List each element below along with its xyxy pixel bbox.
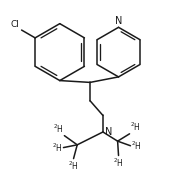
Text: N: N — [105, 127, 113, 137]
Text: $^{2}$H: $^{2}$H — [131, 139, 142, 152]
Text: $^{2}$H: $^{2}$H — [52, 141, 63, 154]
Text: $^{2}$H: $^{2}$H — [53, 123, 63, 135]
Text: Cl: Cl — [11, 20, 20, 29]
Text: $^{2}$H: $^{2}$H — [130, 121, 141, 133]
Text: N: N — [115, 16, 122, 26]
Text: $^{2}$H: $^{2}$H — [113, 156, 124, 169]
Text: $^{2}$H: $^{2}$H — [68, 159, 79, 172]
